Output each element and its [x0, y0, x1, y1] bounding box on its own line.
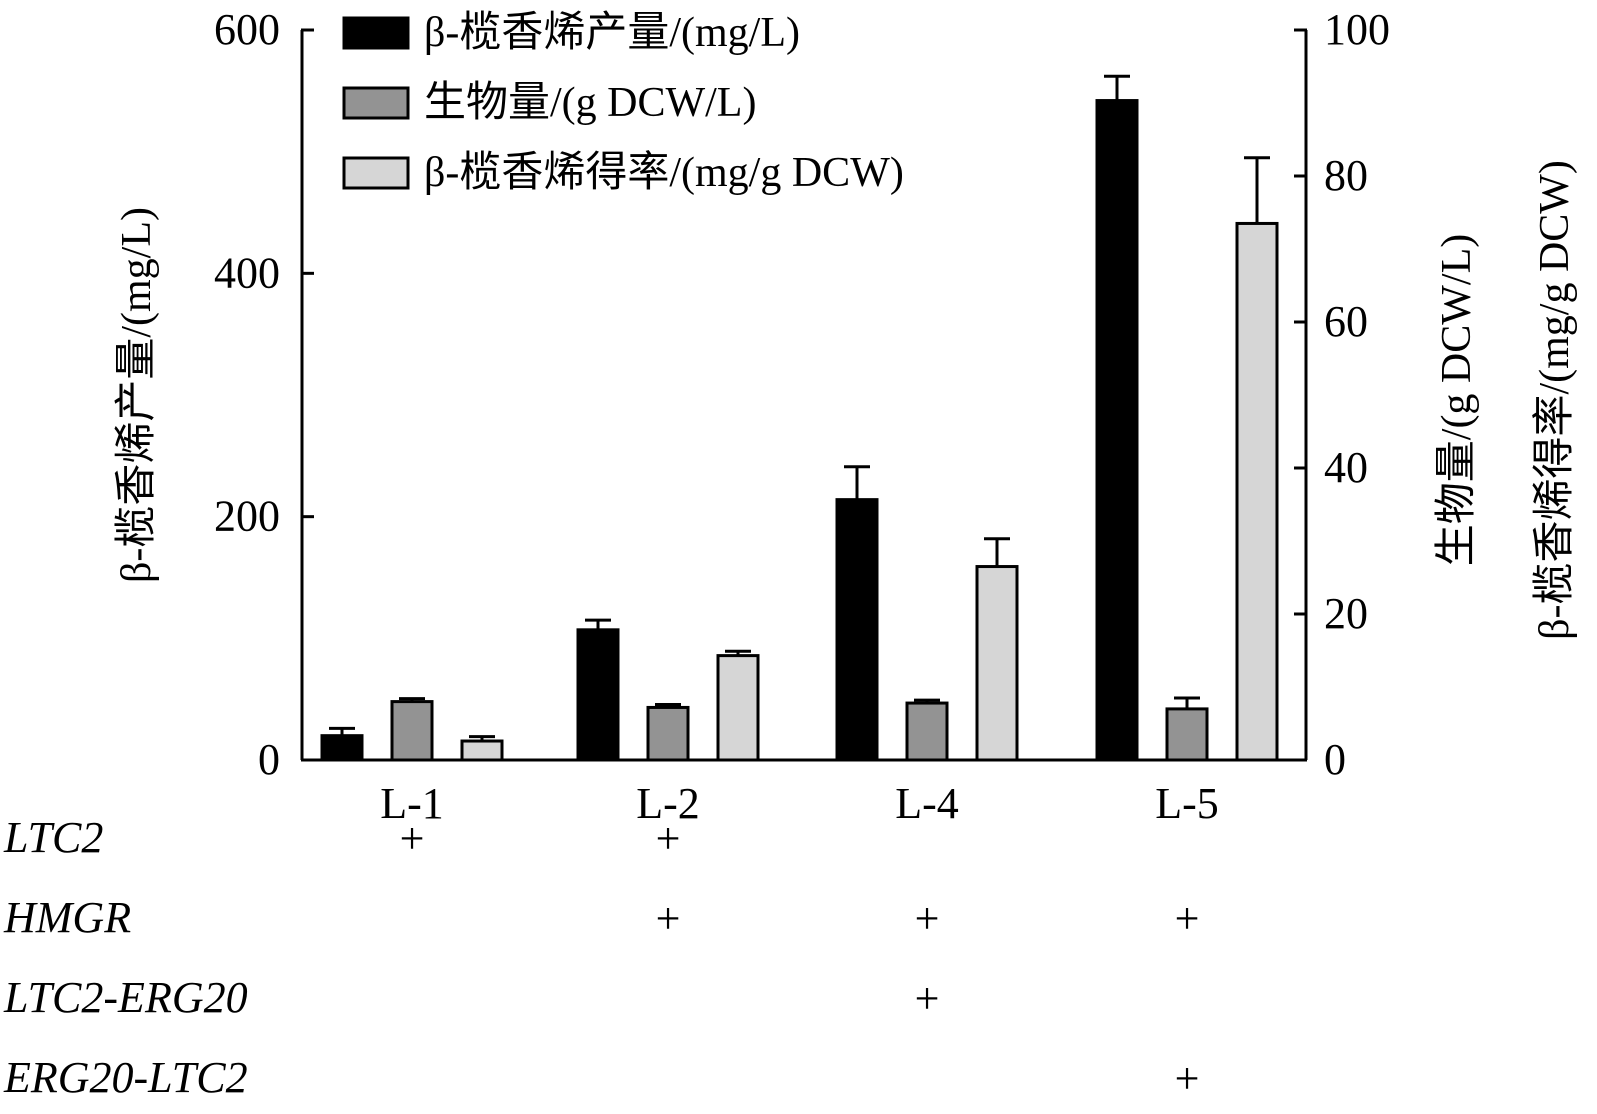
- legend-group: β-榄香烯产量/(mg/L) 生物量/(g DCW/L) β-榄香烯得率/(mg/g…: [342, 10, 904, 196]
- legend-swatch: [342, 156, 410, 190]
- bar-series-3: [460, 739, 504, 762]
- gene-table-group: LTC2 + + HMGR + + + LTC2-ERG20 + ERG20-LTC2 +: [3, 813, 1199, 1103]
- right-tick-label: 80: [1324, 151, 1368, 200]
- bars-group: [320, 74, 1279, 762]
- gene-present-mark: +: [1175, 894, 1200, 943]
- bar-series-1: [1095, 99, 1139, 762]
- gene-row-label: LTC2: [3, 813, 103, 862]
- axes-group: 0 200 400 600 0 20 40 60 80 100: [214, 5, 1390, 784]
- category-label: L-2: [636, 779, 700, 828]
- category-label: L-5: [1155, 779, 1219, 828]
- gene-present-mark: +: [656, 894, 681, 943]
- legend-swatch: [342, 16, 410, 50]
- gene-present-mark: +: [915, 974, 940, 1023]
- gene-present-mark: +: [1175, 1054, 1200, 1103]
- gene-present-mark: +: [400, 814, 425, 863]
- bar-series-1: [835, 498, 879, 762]
- right-tick-label: 0: [1324, 735, 1346, 784]
- gene-row-label: ERG20-LTC2: [3, 1053, 248, 1102]
- left-tick-label: 400: [214, 248, 280, 297]
- gene-present-mark: +: [915, 894, 940, 943]
- category-label: L-1: [380, 779, 444, 828]
- gene-row-label: HMGR: [3, 893, 131, 942]
- bar-series-2: [1165, 707, 1209, 762]
- bar-series-2: [646, 705, 690, 762]
- gene-row-label: LTC2-ERG20: [3, 973, 248, 1022]
- labels-group: β-榄香烯产量/(mg/L) 生物量/(g DCW/L) β-榄香烯得率/(mg/g…: [114, 160, 1578, 828]
- legend-swatch: [342, 86, 410, 120]
- legend-label: 生物量/(g DCW/L): [424, 80, 756, 126]
- right-tick-label: 40: [1324, 443, 1368, 492]
- left-tick-label: 0: [258, 735, 280, 784]
- right-axis-title-biomass: 生物量/(g DCW/L): [1434, 234, 1480, 566]
- left-tick-label: 200: [214, 492, 280, 541]
- right-tick-label: 60: [1324, 297, 1368, 346]
- bar-series-3: [716, 654, 760, 762]
- right-tick-label: 20: [1324, 589, 1368, 638]
- left-tick-label: 600: [214, 5, 280, 54]
- category-label: L-4: [895, 779, 959, 828]
- bar-series-2: [905, 701, 949, 762]
- left-axis-title: β-榄香烯产量/(mg/L): [114, 207, 160, 583]
- right-tick-label: 100: [1324, 5, 1390, 54]
- gene-present-mark: +: [656, 814, 681, 863]
- bar-series-2: [390, 700, 434, 762]
- legend-label: β-榄香烯产量/(mg/L): [424, 10, 800, 56]
- right-axis-title-yield: β-榄香烯得率/(mg/g DCW): [1531, 160, 1578, 640]
- bar-series-1: [320, 734, 364, 762]
- bar-series-1: [576, 628, 620, 762]
- bar-series-3: [1235, 221, 1279, 762]
- bar-series-3: [975, 565, 1019, 762]
- legend-label: β-榄香烯得率/(mg/g DCW): [424, 149, 904, 196]
